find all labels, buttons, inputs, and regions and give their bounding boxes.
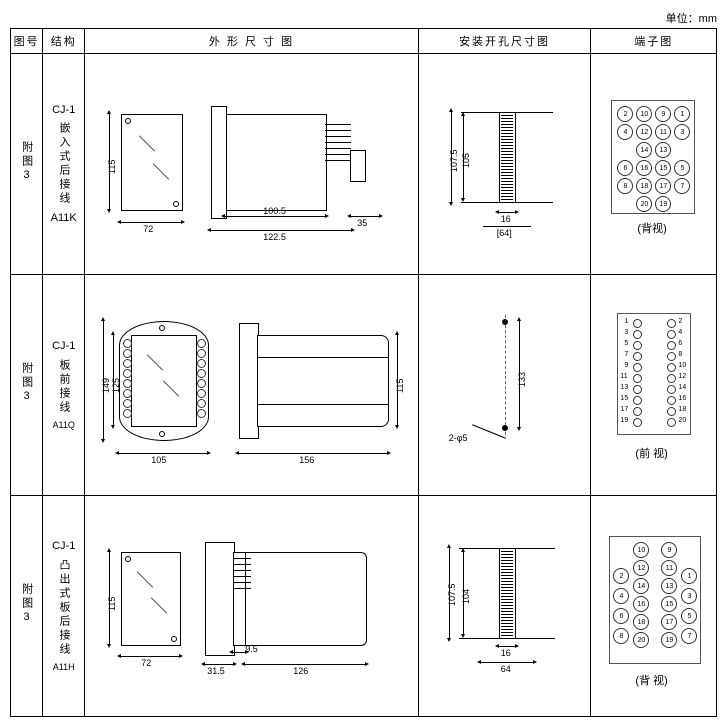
side-conn xyxy=(350,150,366,182)
dim-step: 9.5 xyxy=(245,644,258,654)
struct-text: 嵌入式后接线 xyxy=(55,122,72,206)
side-mid xyxy=(257,357,389,405)
struct-code-bot: A11H xyxy=(53,661,75,675)
dim-depth: 100.5 xyxy=(263,206,286,216)
struct-text: 板前接线 xyxy=(55,359,72,415)
cell-terminal: 109 1211 1413 1615 1817 2019 2 4 6 8 1 3… xyxy=(591,496,717,717)
table-row: 附图3 CJ-1 凸出式板后接线 A11H xyxy=(11,496,717,717)
struct-code-top: CJ-1 xyxy=(52,102,75,119)
header-outline: 外 形 尺 寸 图 xyxy=(85,29,418,54)
term-view: (背视) xyxy=(637,220,666,236)
cell-terminal: 2 10 9 1 4 12 11 3 14 13 6 16 15 5 8 18 xyxy=(591,54,717,275)
mdim-h1: 107.5 xyxy=(449,149,459,172)
unit-label: 单位：mm xyxy=(10,10,717,26)
figno-text: 附图3 xyxy=(19,583,35,626)
cell-terminal: 12 34 56 78 910 1112 1314 1516 1718 1920… xyxy=(591,275,717,496)
mdim-h2: 105 xyxy=(461,153,471,168)
struct-code-bot: A11K xyxy=(51,210,77,227)
figno-text: 附图3 xyxy=(19,141,35,184)
dim-tail: 35 xyxy=(357,218,367,228)
table-row: 附图3 CJ-1 嵌入式后接线 A11K xyxy=(11,54,717,275)
header-structure: 结构 xyxy=(43,29,85,54)
term-view: (背 视) xyxy=(635,672,667,688)
dim-depth: 156 xyxy=(299,455,314,465)
cell-outline: 149 125 105 115 156 xyxy=(85,275,418,496)
cell-structure: CJ-1 嵌入式后接线 A11K xyxy=(43,54,85,275)
side-flange xyxy=(211,106,227,219)
struct-code-top: CJ-1 xyxy=(52,338,75,355)
side-body xyxy=(225,114,327,211)
header-figno: 图号 xyxy=(11,29,43,54)
mdim-slot: 64 xyxy=(501,664,511,674)
figno-text: 附图3 xyxy=(19,362,35,405)
mdim-br: [64] xyxy=(497,228,512,238)
dim-sh: 115 xyxy=(395,379,405,393)
header-mounting: 安装开孔尺寸图 xyxy=(418,29,591,54)
dim-w: 72 xyxy=(141,658,151,668)
mdim-note: 2-φ5 xyxy=(449,433,468,443)
front-box xyxy=(131,335,197,427)
header-terminal: 端子图 xyxy=(591,29,717,54)
dim-h2: 125 xyxy=(111,378,121,393)
dim-h: 115 xyxy=(107,160,117,174)
mdim-h1: 107.5 xyxy=(447,583,457,606)
cell-mounting: 133 2-φ5 xyxy=(418,275,591,496)
dim-front: 31.5 xyxy=(207,666,225,676)
front-box xyxy=(121,114,183,211)
dim-w: 105 xyxy=(151,455,166,465)
dim-w: 72 xyxy=(143,224,153,234)
mdim-w: 16 xyxy=(501,648,511,658)
front-box xyxy=(121,552,181,646)
dim-h: 115 xyxy=(107,597,117,611)
table-row: 附图3 CJ-1 板前接线 A11Q xyxy=(11,275,717,496)
side-front xyxy=(205,542,235,656)
side-body xyxy=(245,552,367,646)
dim-total: 122.5 xyxy=(263,232,286,242)
side-flange xyxy=(239,323,259,439)
dim-h1: 149 xyxy=(101,378,111,393)
mdim-h2: 104 xyxy=(461,589,471,604)
cell-figno: 附图3 xyxy=(11,54,43,275)
mdim-w: 16 xyxy=(501,214,511,224)
spec-table: 图号 结构 外 形 尺 寸 图 安装开孔尺寸图 端子图 附图3 CJ-1 嵌入式… xyxy=(10,28,717,717)
cell-mounting: 107.5 105 16 [64] xyxy=(418,54,591,275)
cell-mounting: 107.5 104 16 64 xyxy=(418,496,591,717)
mdim-h: 133 xyxy=(517,372,527,387)
header-row: 图号 结构 外 形 尺 寸 图 安装开孔尺寸图 端子图 xyxy=(11,29,717,54)
dim-depth: 126 xyxy=(293,666,308,676)
struct-code-top: CJ-1 xyxy=(52,538,75,555)
struct-code-bot: A11Q xyxy=(53,419,75,433)
cell-outline: 115 72 31.5 9.5 xyxy=(85,496,418,717)
struct-text: 凸出式板后接线 xyxy=(55,559,72,657)
term-view: (前 视) xyxy=(635,445,667,461)
cell-outline: 115 72 100.5 xyxy=(85,54,418,275)
